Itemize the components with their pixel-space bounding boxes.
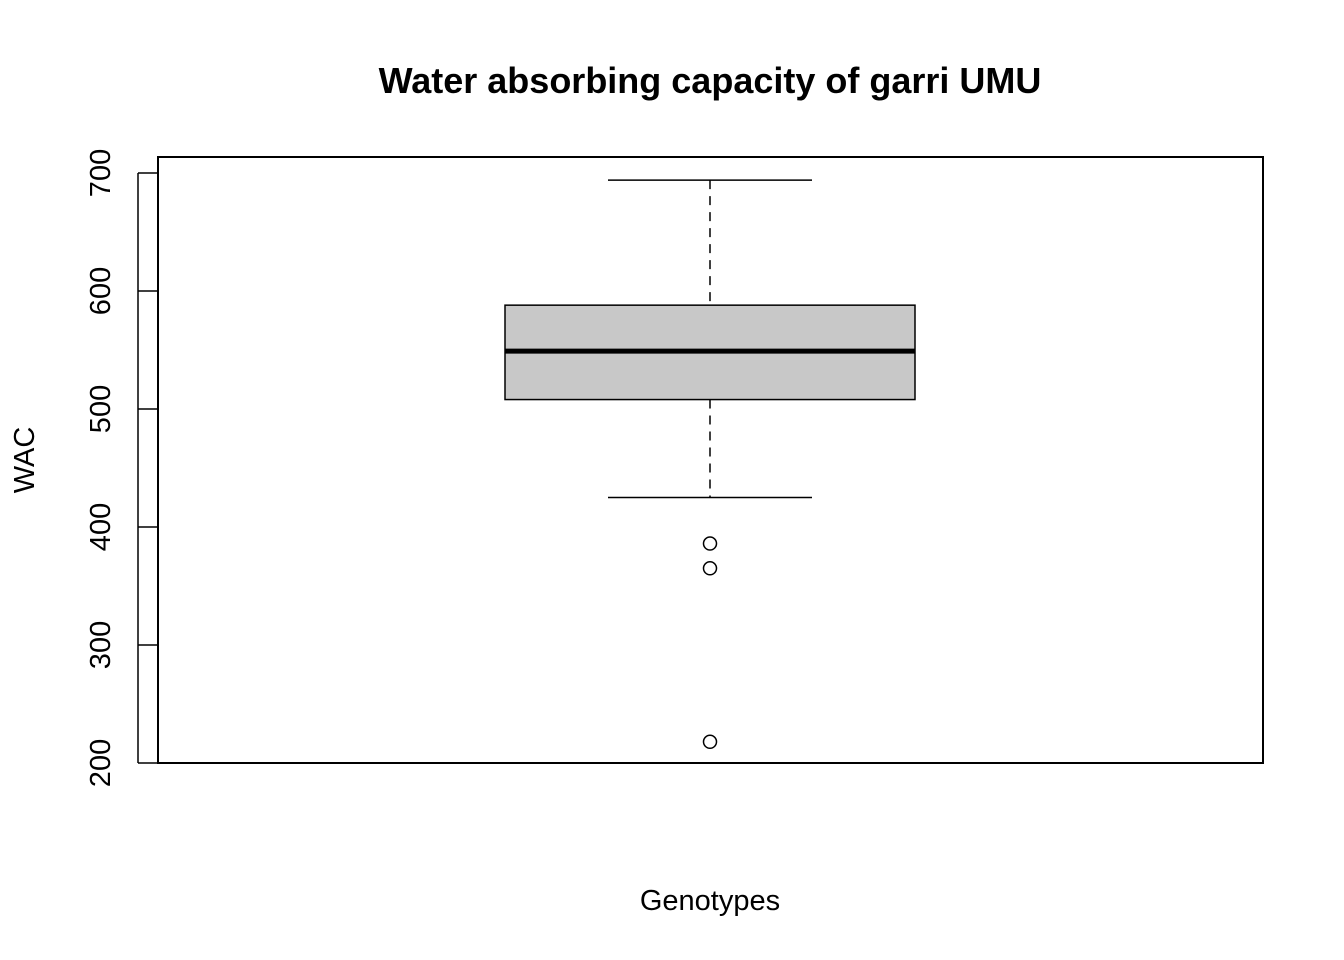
y-axis: 200 300 400 500 600 700 bbox=[85, 149, 158, 787]
outlier-points bbox=[702, 536, 718, 750]
outlier-point-1 bbox=[702, 561, 718, 576]
y-tick-label-200: 200 bbox=[85, 739, 117, 787]
outlier-point-2 bbox=[702, 734, 718, 750]
y-tick-label-400: 400 bbox=[85, 503, 117, 551]
y-axis-label: WAC bbox=[9, 427, 41, 494]
plot-frame bbox=[157, 156, 1264, 764]
x-axis-label: Genotypes bbox=[640, 885, 780, 917]
y-tick-label-300: 300 bbox=[85, 621, 117, 669]
box-plot bbox=[504, 179, 916, 499]
y-tick-label-700: 700 bbox=[85, 149, 117, 197]
y-tick-label-500: 500 bbox=[85, 385, 117, 433]
chart-title: Water absorbing capacity of garri UMU bbox=[379, 60, 1042, 101]
outlier-point-0 bbox=[702, 536, 718, 551]
y-tick-label-600: 600 bbox=[85, 267, 117, 315]
